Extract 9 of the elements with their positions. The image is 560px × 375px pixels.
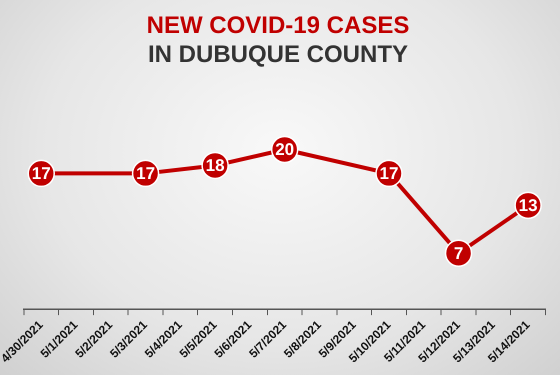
data-label: 20 [275, 140, 294, 160]
data-label: 18 [206, 156, 225, 176]
data-label: 17 [32, 164, 51, 184]
data-label: 7 [454, 244, 464, 263]
chart-subtitle: IN DUBUQUE COUNTY [148, 40, 408, 68]
chart-title: NEW COVID-19 CASES [146, 12, 410, 40]
data-label: 17 [380, 164, 398, 184]
data-label: 13 [518, 196, 538, 216]
data-label: 17 [136, 164, 156, 184]
